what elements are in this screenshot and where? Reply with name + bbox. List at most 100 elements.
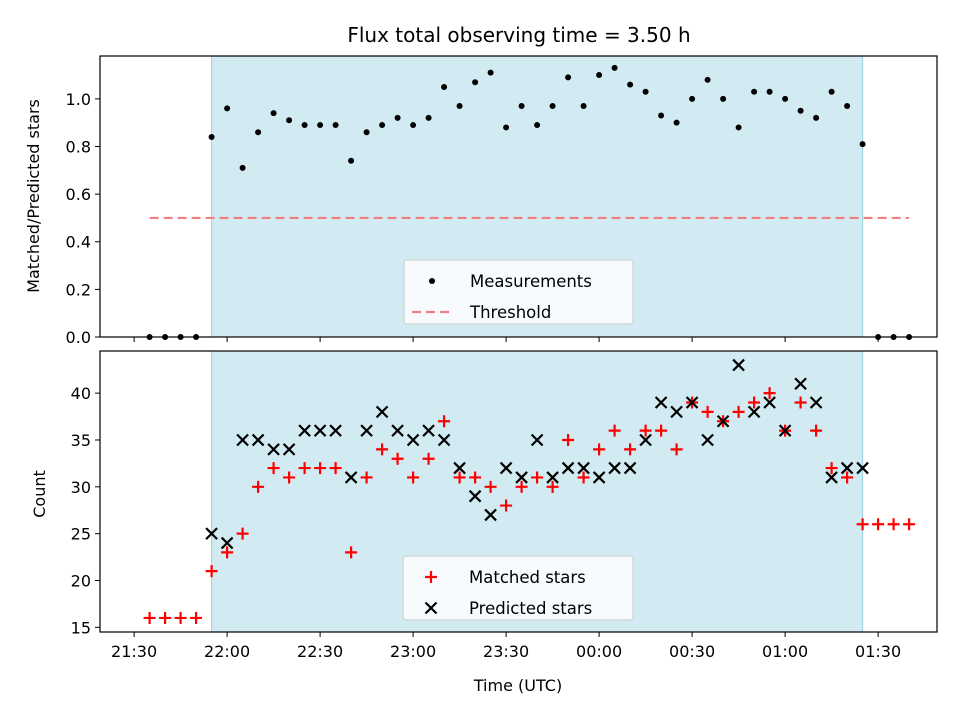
predicted-stars-point [375,405,389,419]
measurement-point [472,79,479,86]
predicted-stars-point [298,424,311,437]
measurement-point [766,88,773,95]
measurement-point [456,103,463,110]
plot-frame [99,55,938,338]
legend-marker [424,601,438,615]
y-tick-label: 0.6 [66,185,91,204]
ratio-panel: 0.0 0.2 0.4 0.6 0.8 1.0 Measurements Threshold [66,55,938,347]
y-tick-label: 25 [71,525,91,544]
measurement-point [317,122,324,129]
predicted-stars-point [701,433,714,447]
x-tick-label: 23:30 [483,642,529,661]
measurement-point [565,74,572,81]
matched-stars-point [267,462,280,475]
matched-stars-point [143,611,156,624]
measurement-point [518,103,525,110]
measurement-point [534,122,541,129]
measurement-point [828,88,835,95]
predicted-stars-point [608,461,621,475]
matched-stars-point [298,462,311,475]
count-y-axis-label: Count [30,470,49,518]
matched-stars-point [345,546,358,559]
matched-stars-point [174,611,187,624]
legend-box [403,259,634,325]
matched-stars-point [655,424,668,437]
x-tick-label: 23:00 [390,642,436,661]
matched-stars-point [608,424,621,437]
y-tick-label: 0.0 [66,328,91,347]
matched-stars-point [763,387,776,400]
predicted-stars-point [840,461,854,475]
matched-stars-point [531,471,544,484]
y-tick-label: 0.2 [66,280,91,299]
legend: Measurements Threshold [403,259,634,325]
count-panel: 15 20 25 30 35 40 21:30 22:00 22:30 23:00 23:30 00:… [71,350,938,661]
predicted-stars-point [205,527,218,540]
predicted-stars-point [453,461,466,475]
matched-stars-point [639,424,652,437]
predicted-stars-point [809,396,823,409]
predicted-stars-point [499,461,513,475]
measurement-point [844,103,851,110]
ratio-y-axis-label: Matched/Predicted stars [24,99,43,293]
chart-title: Flux total observing time = 3.50 h [347,23,690,47]
matched-stars-point [236,527,249,540]
measurement-point [642,88,649,95]
x-tick-label: 21:30 [111,642,157,661]
measurement-point [704,76,711,83]
measurement-point [363,129,370,136]
matched-stars-point [794,396,807,409]
matched-stars-point [577,471,590,484]
matched-stars-point [748,396,761,409]
matched-stars-point [593,443,606,456]
legend-box [402,555,634,621]
matched-stars-point [624,443,637,456]
y-tick-label: 0.4 [66,233,91,252]
predicted-stars-point [623,461,637,475]
measurement-point [301,122,308,129]
predicted-stars-point [468,489,482,503]
matched-stars-point [670,443,683,456]
legend-label: Threshold [469,303,551,322]
x-tick-label: 00:30 [669,642,715,661]
matched-stars-point [407,471,420,484]
predicted-stars-point [670,405,683,419]
measurement-point [549,103,556,110]
matched-stars-point [159,611,172,624]
predicted-stars-point [530,433,544,447]
measurement-point [270,110,277,117]
plot-frame [99,350,938,633]
y-tick-label: 1.0 [66,90,91,109]
x-tick-label: 01:30 [855,642,901,661]
matched-stars-point [283,471,296,484]
legend-label: Measurements [470,272,592,291]
matched-stars-point [903,518,916,531]
measurement-point [255,129,262,136]
x-tick-label: 22:30 [297,642,343,661]
matched-stars-point [500,499,513,512]
predicted-stars-point [639,433,652,447]
predicted-stars-point [794,377,807,391]
matched-stars-point [841,471,854,484]
measurement-point [348,157,355,164]
predicted-stars-point [313,424,327,437]
y-tick-label: 30 [71,478,91,497]
x-tick-label: 22:00 [204,642,250,661]
matched-stars-point [360,471,373,484]
predicted-stars-point [856,461,869,475]
predicted-stars-point [561,461,575,475]
predicted-stars-point [360,424,373,437]
x-tick-label: 01:00 [762,642,808,661]
matched-stars-point [562,433,575,446]
measurement-point [425,114,432,121]
y-tick-label: 0.8 [66,137,91,156]
matched-stars-point [484,480,497,493]
y-tick-label: 35 [71,431,91,450]
predicted-stars-point [747,405,761,419]
matched-stars-point [221,546,234,559]
predicted-stars-point [484,508,497,522]
measurement-point [208,133,215,140]
matched-stars-point [314,462,327,475]
y-tick-label: 15 [71,618,91,637]
